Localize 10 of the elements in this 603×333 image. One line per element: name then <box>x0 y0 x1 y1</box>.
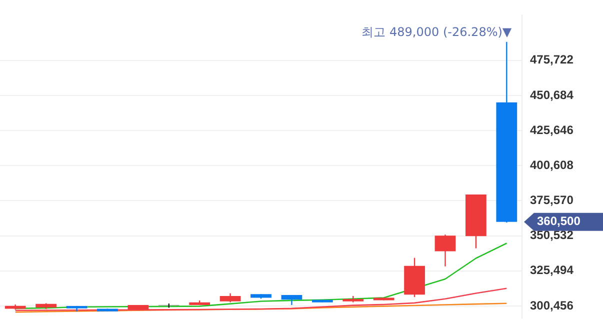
y-tick-label: 350,532 <box>530 228 574 242</box>
text: 360,500 <box>537 214 581 228</box>
y-tick-label: 475,722 <box>530 52 574 67</box>
y-tick-label: 375,570 <box>530 193 574 208</box>
y-tick-label: 300,456 <box>530 298 574 312</box>
y-tick-label: 425,646 <box>530 122 574 137</box>
y-tick-label: 325,494 <box>530 263 574 278</box>
y-tick-label: 450,684 <box>530 88 574 102</box>
annotation: 최고 489,000 (-26.28%)▼ <box>362 24 512 39</box>
y-tick-label: 400,608 <box>530 158 574 172</box>
